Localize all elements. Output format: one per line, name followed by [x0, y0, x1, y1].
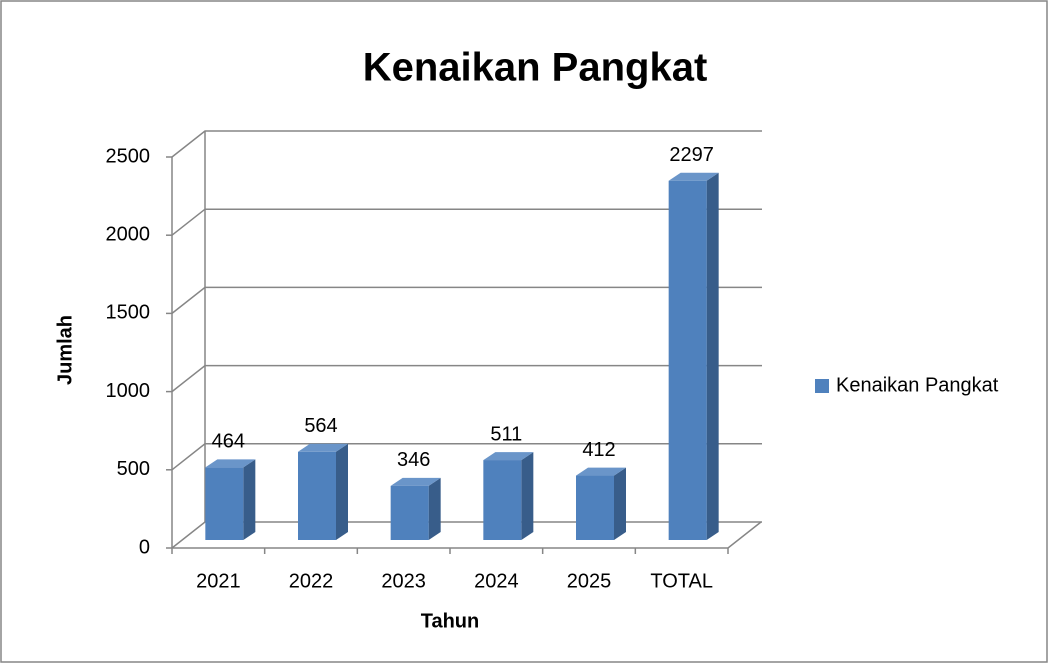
data-label: 2297 [669, 144, 714, 166]
grid-line [171, 130, 762, 158]
bar [298, 451, 336, 540]
data-label: 511 [490, 423, 522, 445]
grid-line [171, 443, 762, 471]
bar-side [614, 467, 626, 540]
data-label: 464 [212, 431, 245, 453]
x-tick-label: 2022 [289, 570, 334, 592]
y-tick-label: 1500 [106, 302, 151, 324]
y-axis-title: Jumlah [54, 315, 76, 385]
bar-top [298, 443, 348, 452]
legend-swatch [815, 379, 829, 393]
grid-line [171, 286, 762, 314]
bar-side [336, 443, 348, 540]
legend-label: Kenaikan Pangkat [836, 374, 999, 396]
bar-side [428, 477, 441, 540]
grid-line [171, 208, 762, 236]
bar-side [243, 459, 256, 540]
y-tick-label: 0 [139, 536, 150, 558]
bar-top [390, 477, 441, 486]
x-tick-label: 2021 [196, 570, 241, 592]
y-tick-label: 1000 [106, 380, 151, 402]
bar [390, 485, 429, 540]
bar-top [668, 172, 719, 181]
x-tick-label: TOTAL [650, 570, 713, 592]
data-label: 412 [582, 439, 615, 461]
y-tick-label: 2000 [106, 223, 151, 245]
bar-side [521, 452, 534, 540]
data-label: 346 [397, 449, 430, 471]
bar [576, 475, 614, 540]
y-tick-label: 500 [117, 458, 150, 480]
data-label: 564 [304, 415, 337, 437]
x-tick-label: 2024 [474, 570, 519, 592]
x-tick-label: 2023 [381, 570, 426, 592]
bar-side [706, 172, 719, 540]
y-tick-label: 2500 [106, 145, 151, 167]
bar-top [483, 452, 534, 461]
bar [205, 467, 244, 540]
bar [668, 180, 707, 540]
x-tick-label: 2025 [567, 570, 612, 592]
bar-top [205, 459, 256, 468]
x-axis-title: Tahun [421, 610, 480, 632]
grid-line [171, 364, 762, 393]
bar-top [576, 467, 626, 476]
bar [483, 460, 522, 540]
chart-title: Kenaikan Pangkat [363, 46, 708, 90]
